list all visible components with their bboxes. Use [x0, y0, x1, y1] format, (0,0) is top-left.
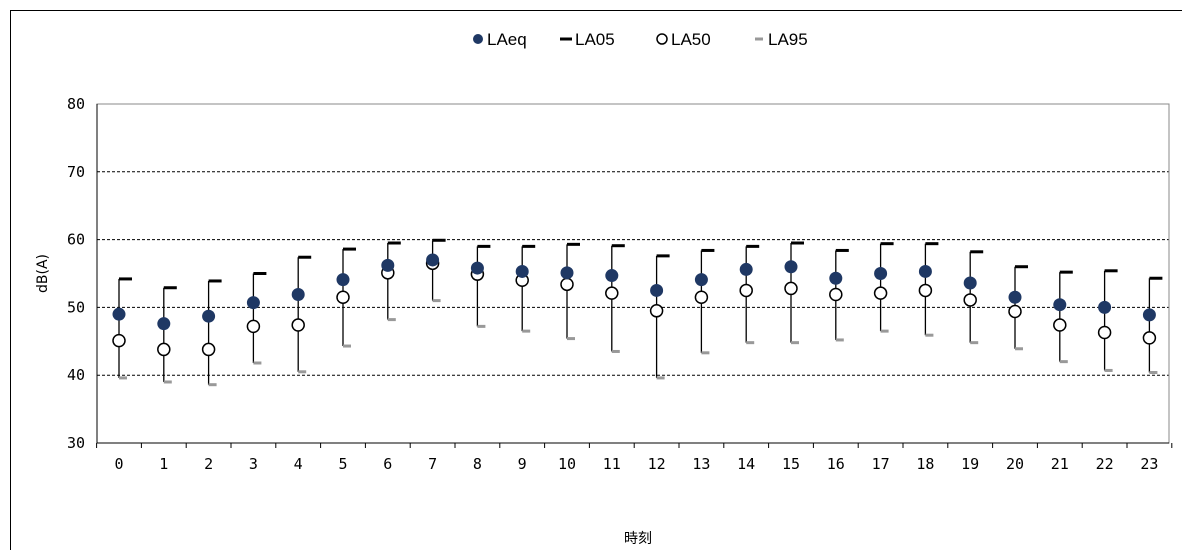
x-tick-label: 4 [294, 455, 303, 473]
legend-item-la50: LA50 [656, 30, 711, 49]
laeq-point [515, 264, 529, 278]
la50-point [739, 283, 753, 298]
y-tick-label: 70 [67, 163, 85, 181]
laeq-point [784, 260, 798, 274]
chart-frame [10, 10, 1182, 550]
laeq-point [1142, 308, 1156, 322]
x-tick-label: 1 [159, 455, 168, 473]
y-tick-label: 30 [67, 434, 85, 452]
la50-point [246, 319, 261, 334]
legend-label: LA50 [671, 30, 711, 49]
la50-point [694, 290, 709, 304]
x-tick-label: 17 [872, 455, 890, 473]
laeq-point [336, 273, 350, 287]
la50-point [1008, 304, 1022, 319]
laeq-point [470, 261, 484, 275]
legend: LAeq LA05 LA50 LA95 [473, 30, 808, 49]
x-tick-label: 3 [249, 455, 258, 473]
laeq-point [246, 296, 260, 310]
la50-point [201, 342, 216, 357]
legend-item-la05: LA05 [560, 30, 615, 49]
x-tick-label: 5 [338, 455, 347, 473]
la50-point [605, 286, 619, 300]
x-tick-label: 7 [428, 455, 437, 473]
y-tick-label: 80 [67, 95, 85, 113]
x-tick-label: 20 [1006, 455, 1024, 473]
legend-marker-open-circle [656, 33, 668, 45]
laeq-point [829, 271, 843, 285]
legend-label: LA95 [768, 30, 808, 49]
laeq-point [1053, 298, 1067, 312]
x-tick-label: 14 [737, 455, 755, 473]
laeq-point [694, 273, 708, 287]
x-tick-label: 8 [473, 455, 482, 473]
x-axis-title: 時刻 [624, 531, 652, 547]
x-tick-label: 2 [204, 455, 213, 473]
y-tick-label: 40 [67, 366, 85, 384]
laeq-point [918, 264, 932, 278]
x-tick-label: 9 [518, 455, 527, 473]
la50-point [873, 286, 888, 300]
la50-point [1097, 325, 1112, 340]
x-tick-label: 12 [648, 455, 666, 473]
laeq-point [605, 269, 619, 283]
laeq-point [426, 253, 440, 267]
legend-marker-filled-circle [473, 34, 483, 44]
la50-point [829, 287, 843, 302]
grid-lines [97, 171, 1169, 376]
y-tick-label: 60 [67, 231, 85, 249]
laeq-point [874, 267, 888, 280]
x-tick-label: 16 [827, 455, 845, 473]
la50-point [291, 318, 305, 332]
legend-label: LA05 [575, 30, 615, 49]
laeq-point [1008, 290, 1022, 304]
la50-point [918, 283, 933, 298]
laeq-point [157, 317, 171, 331]
x-tick-label: 23 [1140, 455, 1158, 473]
legend-item-la95: LA95 [755, 30, 808, 49]
laeq-point [112, 307, 126, 321]
x-tick-label: 21 [1051, 455, 1069, 473]
la50-point [784, 281, 798, 296]
series-marks [112, 238, 1163, 387]
laeq-point [291, 288, 305, 302]
legend-label: LAeq [487, 30, 527, 49]
x-tick-label: 11 [603, 455, 621, 473]
la50-point [1053, 318, 1067, 332]
la50-point [1142, 331, 1157, 345]
la50-point [157, 342, 171, 357]
laeq-point [381, 258, 395, 272]
x-tick-label: 6 [383, 455, 392, 473]
x-tick-label: 18 [916, 455, 934, 473]
laeq-point [202, 309, 216, 323]
y-tick-label: 50 [67, 298, 85, 316]
laeq-point [560, 266, 574, 280]
laeq-point [963, 276, 977, 290]
la50-point [963, 293, 977, 307]
la50-point [560, 277, 574, 292]
laeq-point [650, 283, 664, 297]
la50-point [112, 333, 126, 348]
laeq-point [739, 262, 753, 276]
la50-point [649, 304, 664, 318]
x-tick-label: 15 [782, 455, 800, 473]
x-tick-label: 0 [114, 455, 123, 473]
x-tick-label: 22 [1096, 455, 1114, 473]
x-tick-label: 19 [961, 455, 979, 473]
legend-item-laeq: LAeq [473, 30, 527, 49]
la50-point [336, 290, 350, 304]
laeq-point [1098, 300, 1112, 314]
x-tick-label: 13 [692, 455, 710, 473]
y-axis-title: dB(A) [35, 254, 51, 293]
x-tick-label: 10 [558, 455, 576, 473]
